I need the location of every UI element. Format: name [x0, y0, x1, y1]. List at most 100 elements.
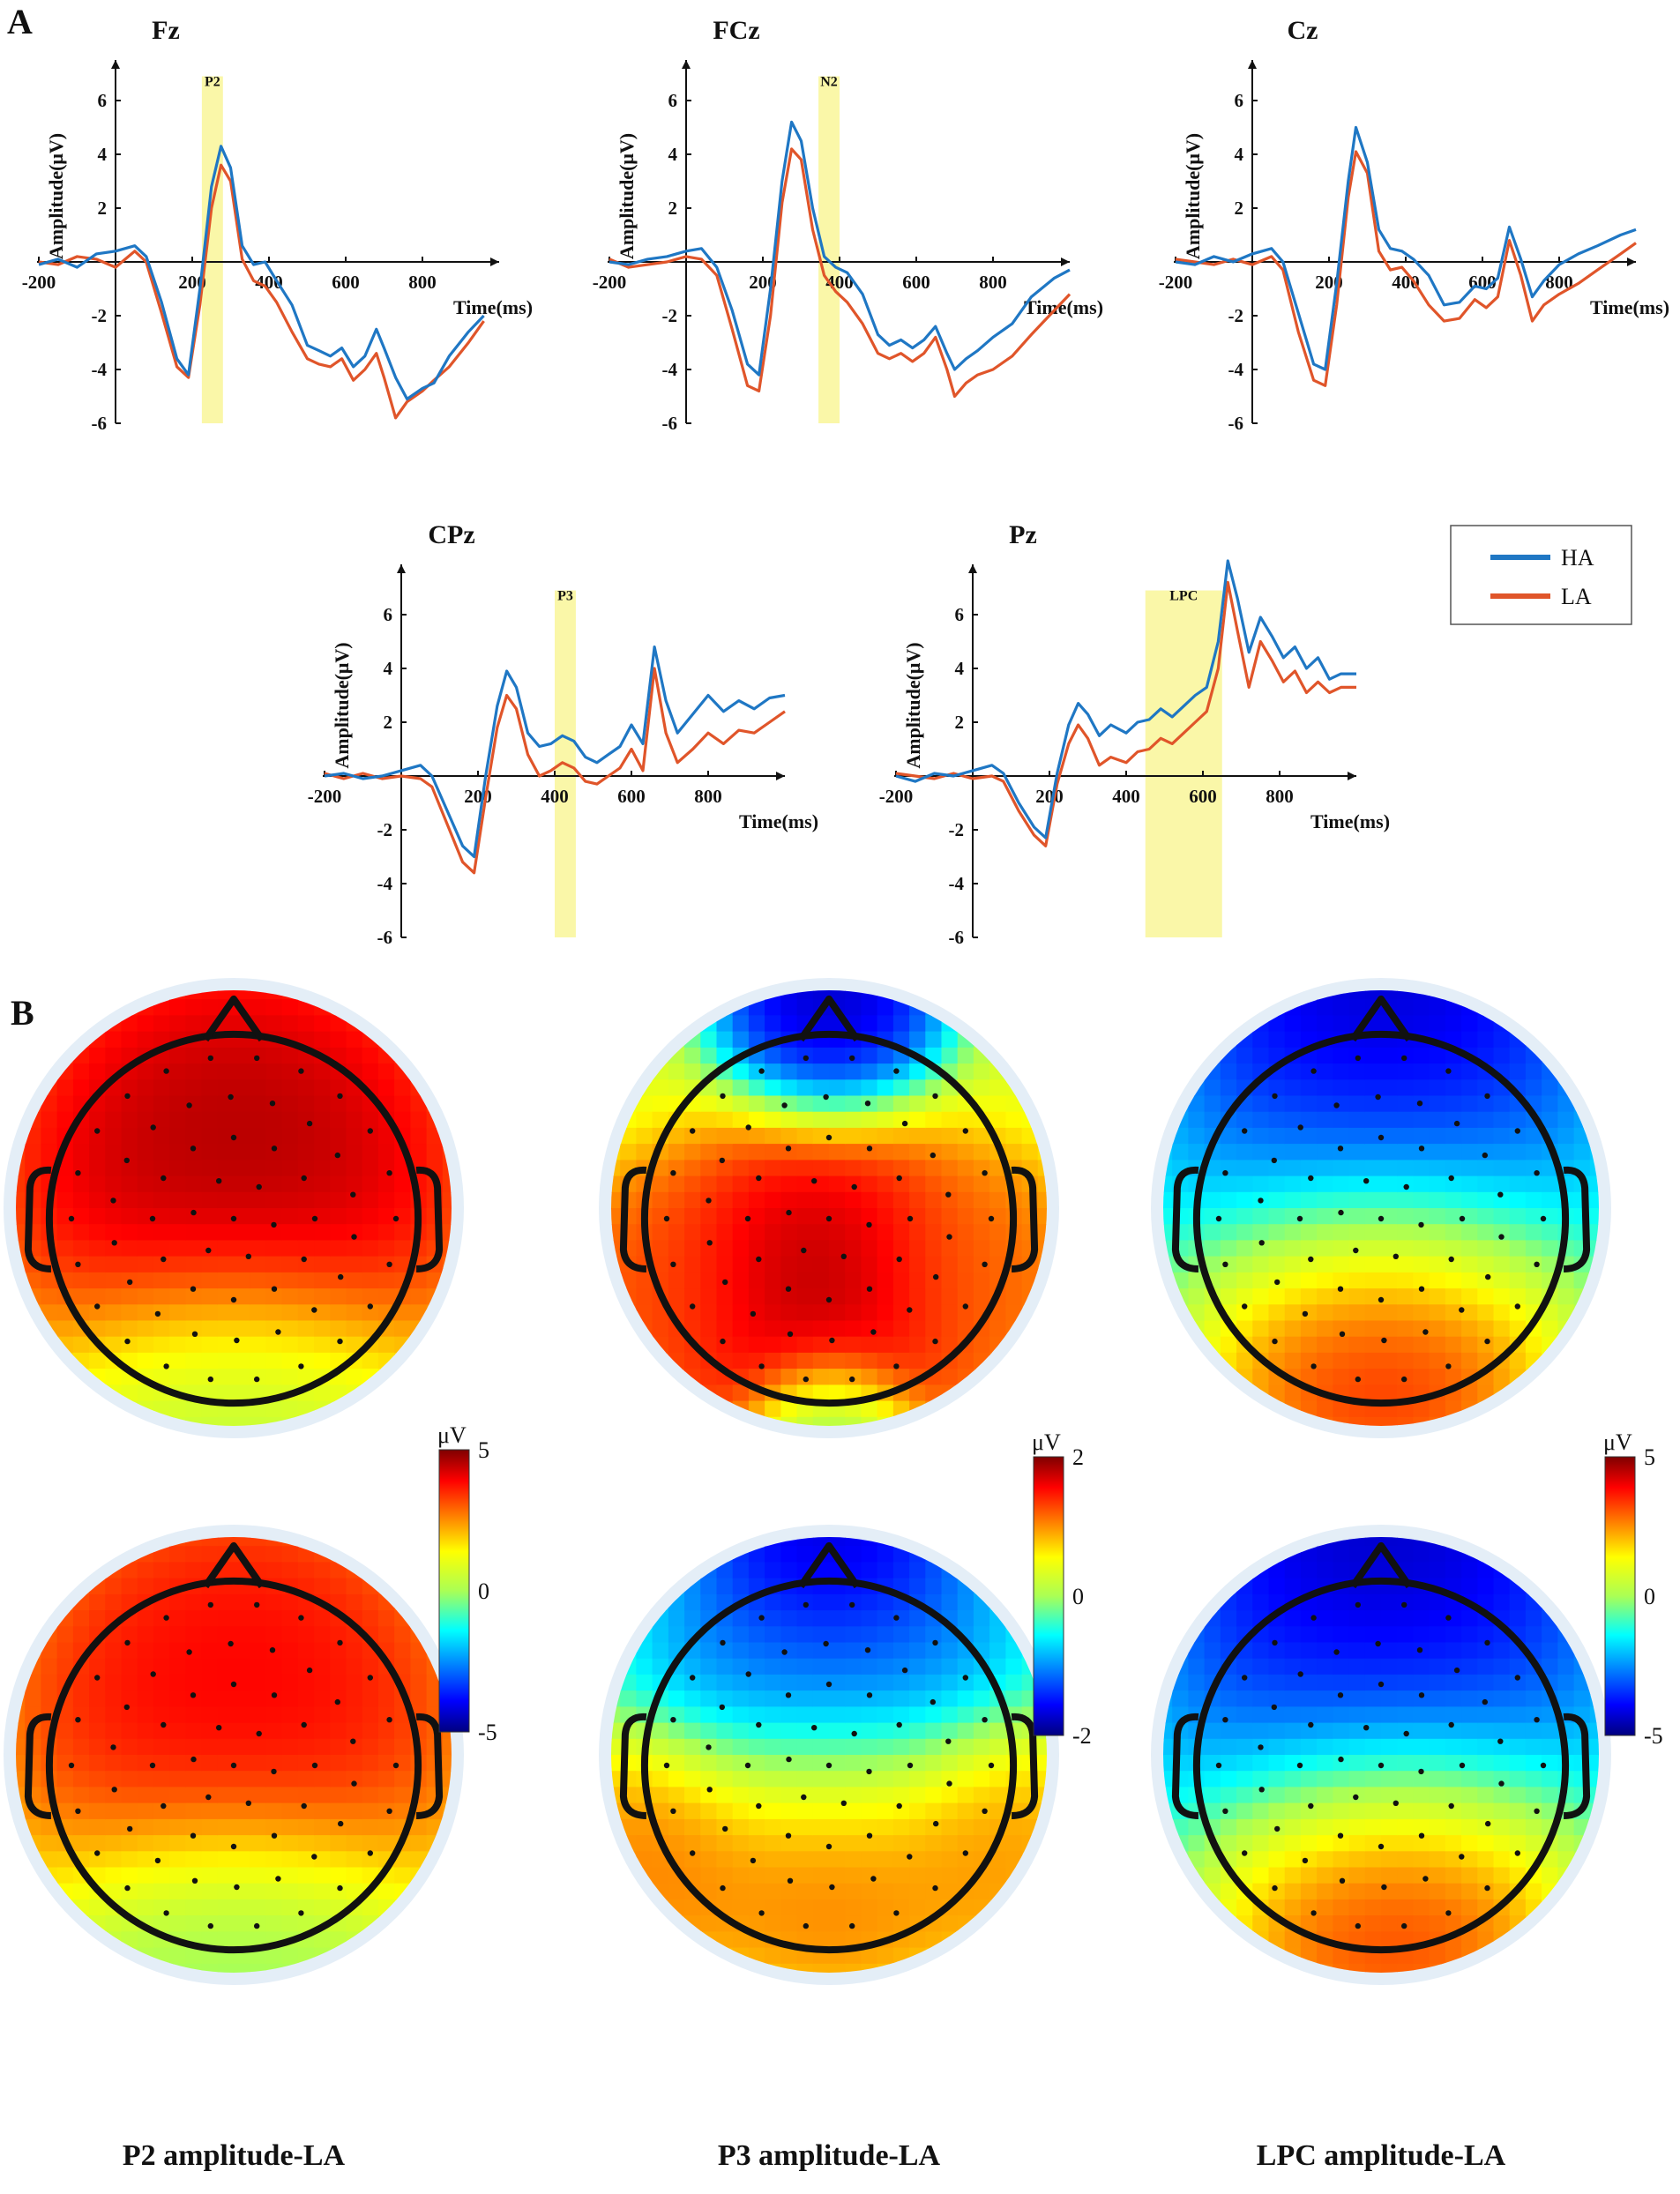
map-cell	[620, 1031, 638, 1048]
map-cell	[330, 1642, 347, 1660]
map-cell	[1445, 1272, 1462, 1289]
map-cell	[121, 1079, 138, 1097]
map-cell	[1557, 1272, 1575, 1289]
map-cell	[1445, 1191, 1462, 1209]
map-cell	[377, 1175, 395, 1193]
map-cell	[1021, 1963, 1039, 1973]
electrode	[1540, 1215, 1547, 1222]
map-cell	[362, 1416, 379, 1426]
map-cell	[1236, 1175, 1254, 1193]
map-cell	[668, 1771, 685, 1788]
map-cell	[377, 1738, 395, 1756]
map-cell	[877, 1369, 894, 1386]
map-cell	[41, 1144, 58, 1161]
map-cell	[1300, 1144, 1318, 1161]
map-cell	[812, 1851, 830, 1869]
map-cell	[281, 1127, 299, 1145]
electrode	[982, 1717, 988, 1723]
electrode	[720, 1093, 726, 1100]
map-cell	[314, 1336, 332, 1354]
map-cell	[652, 1095, 669, 1113]
map-cell	[56, 999, 74, 1017]
map-cell	[121, 1127, 138, 1145]
map-cell	[1236, 1802, 1254, 1820]
map-cell	[611, 1384, 621, 1402]
electrode	[1272, 1093, 1278, 1100]
map-cell	[250, 1546, 267, 1563]
map-cell	[1163, 1031, 1173, 1048]
map-cell	[941, 1288, 959, 1306]
map-cell	[957, 1546, 974, 1563]
map-cell	[1268, 990, 1286, 1000]
map-cell	[1381, 1851, 1398, 1869]
map-cell	[72, 1400, 90, 1418]
map-cell	[780, 1015, 798, 1033]
map-cell	[1348, 1191, 1366, 1209]
map-cell	[1220, 1256, 1237, 1273]
map-cell	[700, 1336, 718, 1354]
map-cell	[780, 1546, 798, 1563]
map-cell	[1445, 1626, 1462, 1644]
map-cell	[1317, 1787, 1334, 1804]
map-cell	[812, 1079, 830, 1097]
map-cell	[1188, 1931, 1206, 1949]
map-cell	[56, 1738, 74, 1756]
map-cell	[1317, 1400, 1334, 1418]
map-cell	[153, 1160, 170, 1177]
map-cell	[652, 1626, 669, 1644]
map-cell	[89, 1851, 107, 1869]
map-cell	[56, 1224, 74, 1242]
map-cell	[265, 1369, 283, 1386]
map-cell	[25, 1047, 42, 1064]
map-cell	[941, 1144, 959, 1161]
map-cell	[137, 1787, 154, 1804]
map-cell	[1397, 1127, 1415, 1145]
map-cell	[765, 1562, 782, 1579]
map-cell	[973, 1883, 990, 1900]
map-cell	[281, 1562, 299, 1579]
map-cell	[780, 1416, 798, 1426]
map-cell	[861, 1947, 878, 1965]
map-cell	[1300, 1722, 1318, 1740]
map-cell	[909, 1288, 927, 1306]
map-cell	[668, 1755, 685, 1772]
map-cell	[796, 1722, 814, 1740]
map-cell	[56, 1256, 74, 1273]
map-cell	[72, 1127, 90, 1145]
map-cell	[989, 1537, 1007, 1547]
map-cell	[780, 1883, 798, 1900]
map-cell	[1021, 1899, 1039, 1916]
map-cell	[1236, 1352, 1254, 1369]
electrode	[907, 1854, 913, 1860]
map-cell	[105, 1835, 123, 1853]
map-cell	[732, 1063, 750, 1081]
map-cell	[1236, 1658, 1254, 1675]
map-cell	[861, 990, 878, 1000]
map-cell	[1163, 990, 1173, 1000]
map-cell	[201, 1537, 219, 1547]
map-cell	[153, 1111, 170, 1129]
map-cell	[1037, 1931, 1047, 1949]
y-tick-label: -6	[377, 927, 393, 948]
map-cell	[1445, 1642, 1462, 1660]
map-cell	[732, 1755, 750, 1772]
map-cell	[1005, 1578, 1023, 1595]
map-cell	[185, 1224, 203, 1242]
map-cell	[234, 1593, 250, 1611]
map-cell	[957, 1047, 974, 1064]
map-cell	[314, 1240, 332, 1257]
map-cell	[442, 1755, 452, 1772]
map-cell	[1252, 1915, 1270, 1933]
map-cell	[941, 1208, 959, 1225]
x-tick-label: -200	[1159, 272, 1193, 293]
electrode	[216, 1725, 222, 1731]
map-cell	[1204, 1369, 1221, 1386]
map-cell	[1037, 1369, 1047, 1386]
map-cell	[765, 1674, 782, 1691]
map-cell	[234, 1369, 250, 1386]
map-cell	[1348, 1320, 1366, 1338]
map-cell	[829, 1755, 846, 1772]
map-cell	[281, 1626, 299, 1644]
x-tick-label: -200	[879, 786, 914, 807]
map-cell	[1348, 1610, 1366, 1628]
